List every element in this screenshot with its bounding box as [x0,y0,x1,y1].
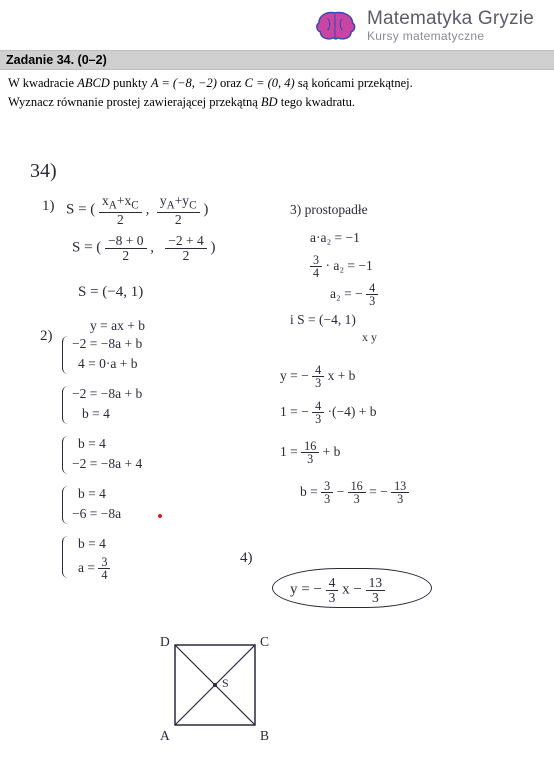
brace-icon [62,536,68,578]
task-text: są końcami przekątnej. [298,76,413,90]
brand-subtitle: Kursy matematyczne [367,30,534,43]
task-A: A = (−8, −2) [151,76,217,90]
sub-1: 1 = − 43 ·(−4) + b [280,400,377,425]
task-BD: BD [261,95,278,109]
perp-a2: a₂ = − 43 [330,282,378,307]
brain-icon [313,8,357,44]
brace-icon [62,486,68,524]
brand-text: Matematyka Gryzie Kursy matematyczne [367,9,534,43]
point-S: i S = (−4, 1) [290,312,356,328]
brace-icon [62,436,68,474]
final-answer: y = − 43 x − 133 [290,576,385,604]
task-text: punkty [113,76,151,90]
line-equation: y = ax + b [90,318,145,334]
step-4: 4) [240,550,253,567]
sys4b: −6 = −8a [72,506,121,522]
sys3b: −2 = −8a + 4 [72,456,142,472]
task-header: Zadanie 34. (0–2) [0,50,554,70]
task-text: W kwadracie [8,76,77,90]
sys1b: 4 = 0·a + b [78,356,137,372]
brand-header: Matematyka Gryzie Kursy matematyczne [0,0,554,50]
task-text: Wyznacz równanie prostej zawierającej pr… [8,95,261,109]
problem-number: 34) [30,160,57,183]
perp-line: y = − 43 x + b [280,364,355,389]
midpoint-calc: S = ( −8 + 02 , −2 + 42 ) [72,234,216,262]
diagram-B: B [260,728,269,744]
midpoint-result: S = (−4, 1) [78,284,143,301]
task-C: C = (0, 4) [245,76,295,90]
task-text: tego kwadratu. [281,95,355,109]
sys3a: b = 4 [78,436,106,452]
sys2a: −2 = −8a + b [72,386,142,402]
task-abcd: ABCD [77,76,110,90]
red-dot-icon [158,514,162,518]
b-value: b = 33 − 163 = − 133 [300,480,409,505]
step-3: 3) prostopadłe [290,202,368,218]
perp-eq1: a·a₂ = −1 [310,230,360,246]
sys2b: b = 4 [82,406,110,422]
sys5b: a = 34 [78,556,110,581]
diagram-A: A [160,728,170,744]
task-body: W kwadracie ABCD punkty A = (−8, −2) ora… [0,70,554,114]
sys1a: −2 = −8a + b [72,336,142,352]
xy-label: x y [362,330,377,345]
diagram-C: C [260,634,269,650]
perp-eq2: 34 · a₂ = −1 [310,254,373,279]
task-text: oraz [220,76,245,90]
sys4a: b = 4 [78,486,106,502]
sub-2: 1 = 163 + b [280,440,340,465]
diagram-D: D [160,634,170,650]
sys5a: b = 4 [78,536,106,552]
brace-icon [62,386,68,424]
step-1: 1) [42,198,55,215]
midpoint-formula: S = ( xA+xC2 , yA+yC2 ) [66,194,208,226]
brace-icon [62,336,68,374]
step-2: 2) [40,328,53,345]
brand-title: Matematyka Gryzie [367,9,534,30]
diagram-S: S [222,676,229,691]
